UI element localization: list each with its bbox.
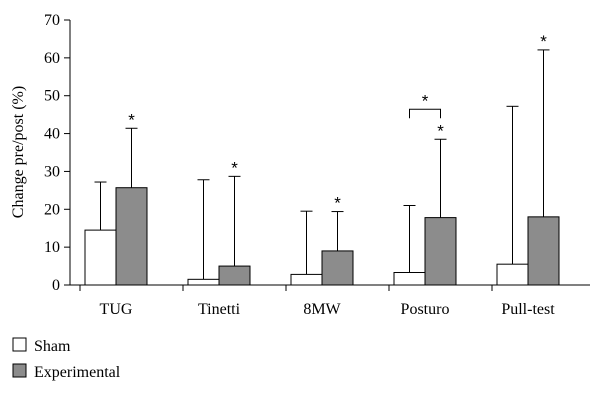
x-category-label: 8MW [303,301,341,318]
bar-experimental [527,216,560,286]
y-tick-label: 40 [44,126,60,143]
bar-sham [187,278,220,286]
y-tick-label: 70 [44,12,60,29]
bar-experimental [424,217,457,286]
y-tick-label: 50 [44,88,60,105]
y-tick-label: 60 [44,50,60,67]
legend-label-experimental: Experimental [34,364,121,381]
legend-label-sham: Sham [34,338,71,355]
significance-asterisk: * [334,194,341,213]
bar-experimental [115,187,148,286]
error-bars [94,49,550,280]
legend-swatch-sham [12,337,27,352]
significance-asterisk: * [231,158,238,177]
bar-sham [393,272,426,286]
bars [84,187,560,286]
significance-asterisk: * [422,91,429,110]
legend: Sham Experimental [12,337,121,381]
legend-swatch-experimental [12,363,27,378]
x-category-label: TUG [100,301,133,318]
significance-asterisk: * [437,121,444,140]
bar-sham [496,263,529,286]
y-tick-label: 0 [52,277,60,294]
significance-asterisk: * [128,110,135,129]
significance-asterisk: * [540,32,547,51]
bar-sham [84,229,117,286]
bar-sham [290,273,323,286]
y-tick-label: 20 [44,201,60,218]
y-axis: 0 10 20 30 40 50 60 70 [44,12,71,294]
y-tick-label: 10 [44,239,60,256]
bar-experimental [218,265,251,286]
x-category-label: Posturo [401,301,450,318]
x-category-label: Tinetti [198,301,241,318]
bar-experimental [321,250,354,286]
significance-bracket [409,108,441,119]
x-axis: TUG Tinetti 8MW Posturo Pull-test [70,284,590,318]
significance-markers: * * * * * * [128,32,547,213]
x-category-label: Pull-test [501,301,555,318]
y-axis-title: Change pre/post (%) [10,86,27,218]
y-tick-label: 30 [44,163,60,180]
